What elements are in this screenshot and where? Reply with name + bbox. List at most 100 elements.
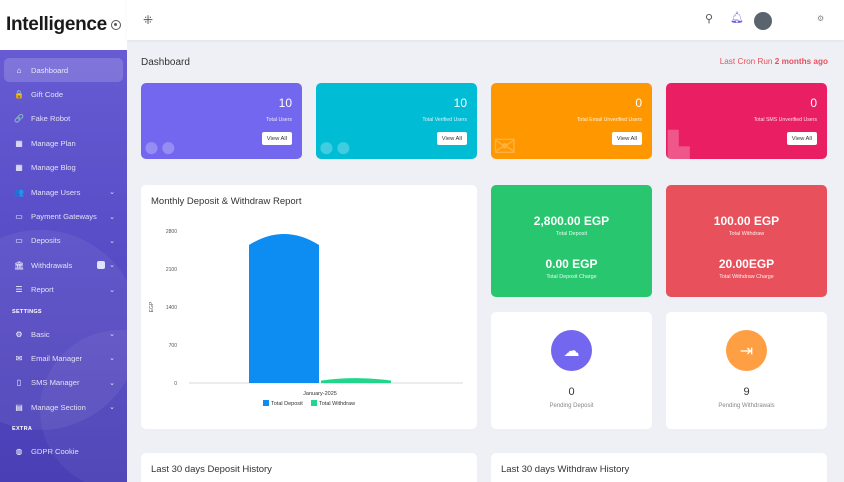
sidebar-item-sms-manager[interactable]: ▯ SMS Manager ⌄ (0, 371, 127, 395)
sidebar-item-dashboard[interactable]: ⌂ Dashboard (4, 58, 123, 83)
sidebar-item-label: Manage Plan (31, 138, 76, 148)
count-badge (97, 261, 105, 270)
sidebar-item-label: Manage Blog (31, 163, 76, 173)
notification-bell-icon[interactable]: 🔔︎ (730, 12, 744, 24)
users-icon: 👥 (14, 187, 24, 197)
withdraw-charge-label: Total Withdraw Charge (719, 274, 774, 280)
sidebar-item-label: Dashboard (31, 65, 69, 75)
sidebar-item-manage-section[interactable]: ▤ Manage Section ⌄ (0, 395, 127, 419)
sidebar-item-label: Payment Gateways (31, 212, 97, 222)
y-axis-label: EGP (149, 301, 155, 312)
sidebar-decoration (0, 230, 127, 430)
deposit-charge-label: Total Deposit Charge (546, 274, 597, 280)
sidebar-item-fake-robot[interactable]: 🔗 Fake Robot (0, 107, 127, 131)
chevron-down-icon: ⌄ (109, 331, 115, 339)
brand[interactable]: Intelligence (0, 0, 127, 50)
link-icon: 🔗 (14, 114, 24, 124)
cloud-upload-icon: ☁ (551, 330, 592, 371)
home-icon: ⌂ (16, 65, 22, 75)
topbar: ⁜ ⚲ 🔔︎ ⚙ (127, 0, 844, 40)
chevron-down-icon: ⌄ (109, 213, 115, 221)
chevron-down-icon: ⌄ (109, 379, 115, 387)
stat-card-sms-unverified: ▙ 0 Total SMS Unverified Users View All (666, 83, 827, 159)
sidebar-item-payment-gateways[interactable]: ▭ Payment Gateways ⌄ (0, 204, 127, 228)
sidebar-toggle-icon[interactable] (110, 20, 121, 30)
sidebar-item-label: GDPR Cookie (31, 447, 79, 457)
total-deposit-value: 2,800.00 EGP (533, 214, 610, 228)
y-tick-label: 2100 (166, 267, 177, 273)
view-all-button[interactable]: View All (261, 132, 292, 145)
sidebar-item-gdpr-cookie[interactable]: ◍ GDPR Cookie (0, 439, 127, 463)
y-tick-label: 0 (174, 381, 177, 387)
deposit-charge-value: 0.00 EGP (545, 257, 598, 271)
chevron-down-icon: ⌄ (109, 262, 115, 270)
stat-label: Total Email Unverified Users (576, 117, 642, 123)
pending-withdrawals-card[interactable]: ⇥ 9 Pending Withdrawals (666, 312, 827, 429)
sidebar-item-withdrawals[interactable]: 🏛 Withdrawals ⌄ (0, 253, 127, 277)
cookie-icon: ◍ (15, 447, 23, 457)
doc-icon: ▤ (15, 402, 23, 412)
search-icon[interactable]: ⚲ (705, 13, 714, 25)
view-all-button[interactable]: View All (436, 132, 467, 145)
sidebar-item-gift-code[interactable]: 🔒 Gift Code (0, 82, 127, 106)
lock-icon: 🔒 (14, 90, 24, 100)
sidebar-item-label: Report (31, 285, 54, 295)
phone-icon: ▯ (16, 378, 22, 388)
chevron-down-icon: ⌄ (109, 355, 115, 363)
chevron-down-icon: ⌄ (109, 237, 115, 245)
bar-total-withdraw (321, 378, 391, 383)
user-check-icon: ●● (318, 131, 352, 159)
sidebar-item-label: Deposits (31, 236, 61, 246)
legend-swatch-withdraw (311, 400, 317, 406)
y-tick-label: 700 (169, 343, 178, 349)
avatar[interactable] (754, 12, 772, 30)
monthly-report-card: Monthly Deposit & Withdraw Report 0 700 14… (141, 185, 477, 429)
page-title: Dashboard (141, 57, 190, 68)
sidebar-item-email-manager[interactable]: ✉ Email Manager ⌄ (0, 346, 127, 370)
last-cron-run: Last Cron Run 2 months ago (719, 57, 828, 66)
stat-label: Total SMS Unverified Users (753, 117, 817, 123)
sidebar-item-label: Fake Robot (31, 114, 71, 124)
stat-value: 0 (635, 96, 642, 110)
bar-total-deposit (249, 234, 319, 383)
pending-deposit-card[interactable]: ☁ 0 Pending Deposit (491, 312, 652, 429)
sidebar-item-manage-plan[interactable]: ▦ Manage Plan (0, 131, 127, 155)
pending-deposit-value: 0 (568, 386, 575, 398)
card-icon: ▭ (15, 236, 23, 246)
sidebar-item-report[interactable]: ☰ Report ⌄ (0, 278, 127, 302)
card-icon: ▭ (15, 212, 23, 222)
sidebar-item-basic[interactable]: ⚙ Basic ⌄ (0, 322, 127, 346)
sidebar-item-label: Manage Section (31, 402, 86, 412)
stat-card-total-users: ●● 10 Total Users View All (141, 83, 302, 159)
stat-card-verified-users: ●● 10 Total Verified Users View All (316, 83, 477, 159)
total-withdraw-label: Total Withdraw (728, 231, 765, 237)
mail-icon: ✉ (15, 353, 23, 363)
sidebar-section-label: SETTINGS (12, 308, 42, 315)
chart-title: Monthly Deposit & Withdraw Report (151, 196, 302, 207)
grid-menu-icon[interactable]: ⁜ (143, 13, 154, 27)
sidebar-item-label: Withdrawals (31, 260, 73, 270)
legend-label-withdraw: Total Withdraw (319, 401, 355, 407)
settings-icon[interactable]: ⚙ (817, 14, 825, 23)
sidebar-item-label: SMS Manager (31, 378, 80, 388)
sidebar-item-manage-users[interactable]: 👥 Manage Users ⌄ (0, 180, 127, 204)
list-icon: ☰ (15, 285, 23, 295)
sidebar-item-deposits[interactable]: ▭ Deposits ⌄ (0, 229, 127, 253)
view-all-button[interactable]: View All (611, 132, 642, 145)
sidebar-item-label: Email Manager (31, 353, 83, 363)
cart-icon: ▙ (668, 131, 690, 159)
sidebar-item-manage-blog[interactable]: ▦ Manage Blog (0, 156, 127, 180)
stat-label: Total Users (266, 117, 292, 123)
deposit-history-title: Last 30 days Deposit History (151, 464, 272, 475)
view-all-button[interactable]: View All (786, 132, 817, 145)
box-icon: ▦ (15, 163, 23, 173)
brand-logo[interactable]: Intelligence (6, 14, 107, 35)
stat-value: 0 (810, 96, 817, 110)
sidebar-item-label: Basic (31, 329, 50, 339)
gear-icon: ⚙ (15, 329, 23, 339)
chevron-down-icon: ⌄ (109, 189, 115, 197)
chevron-down-icon: ⌄ (109, 286, 115, 294)
withdraw-charge-value: 20.00EGP (718, 257, 775, 271)
box-icon: ▦ (15, 138, 23, 148)
